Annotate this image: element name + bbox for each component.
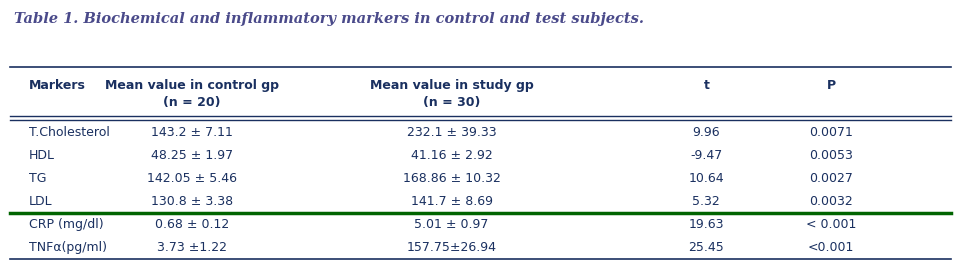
Text: 25.45: 25.45 bbox=[688, 241, 725, 254]
Text: 0.0071: 0.0071 bbox=[809, 126, 853, 139]
Text: Markers: Markers bbox=[29, 79, 86, 92]
Text: 10.64: 10.64 bbox=[688, 172, 725, 185]
Text: Mean value in control gp: Mean value in control gp bbox=[105, 79, 280, 92]
Text: 0.0032: 0.0032 bbox=[809, 195, 853, 208]
Text: 0.0027: 0.0027 bbox=[809, 172, 853, 185]
Text: 5.01 ± 0.97: 5.01 ± 0.97 bbox=[414, 218, 489, 231]
Text: 143.2 ± 7.11: 143.2 ± 7.11 bbox=[151, 126, 234, 139]
Text: T.Cholesterol: T.Cholesterol bbox=[29, 126, 110, 139]
Text: 0.68 ± 0.12: 0.68 ± 0.12 bbox=[155, 218, 230, 231]
Text: <0.001: <0.001 bbox=[808, 241, 854, 254]
Text: 232.1 ± 39.33: 232.1 ± 39.33 bbox=[407, 126, 497, 139]
Text: (n = 30): (n = 30) bbox=[423, 96, 480, 110]
Text: (n = 20): (n = 20) bbox=[163, 96, 221, 110]
Text: -9.47: -9.47 bbox=[690, 149, 723, 162]
Text: < 0.001: < 0.001 bbox=[806, 218, 856, 231]
Text: 3.73 ±1.22: 3.73 ±1.22 bbox=[158, 241, 227, 254]
Text: 41.16 ± 2.92: 41.16 ± 2.92 bbox=[410, 149, 493, 162]
Text: 0.0053: 0.0053 bbox=[809, 149, 853, 162]
Text: P: P bbox=[826, 79, 836, 92]
Text: 19.63: 19.63 bbox=[689, 218, 724, 231]
Text: 168.86 ± 10.32: 168.86 ± 10.32 bbox=[403, 172, 501, 185]
Text: t: t bbox=[703, 79, 709, 92]
Text: CRP (mg/dl): CRP (mg/dl) bbox=[29, 218, 104, 231]
Text: 5.32: 5.32 bbox=[693, 195, 720, 208]
Text: 9.96: 9.96 bbox=[693, 126, 720, 139]
Text: Mean value in study gp: Mean value in study gp bbox=[370, 79, 533, 92]
Text: HDL: HDL bbox=[29, 149, 55, 162]
Text: Table 1. Biochemical and inflammatory markers in control and test subjects.: Table 1. Biochemical and inflammatory ma… bbox=[14, 12, 645, 26]
Text: 48.25 ± 1.97: 48.25 ± 1.97 bbox=[151, 149, 234, 162]
Text: 141.7 ± 8.69: 141.7 ± 8.69 bbox=[410, 195, 493, 208]
Text: 142.05 ± 5.46: 142.05 ± 5.46 bbox=[147, 172, 237, 185]
Text: TG: TG bbox=[29, 172, 46, 185]
Text: 157.75±26.94: 157.75±26.94 bbox=[407, 241, 497, 254]
Text: 130.8 ± 3.38: 130.8 ± 3.38 bbox=[151, 195, 234, 208]
Text: LDL: LDL bbox=[29, 195, 53, 208]
Text: TNFα(pg/ml): TNFα(pg/ml) bbox=[29, 241, 107, 254]
